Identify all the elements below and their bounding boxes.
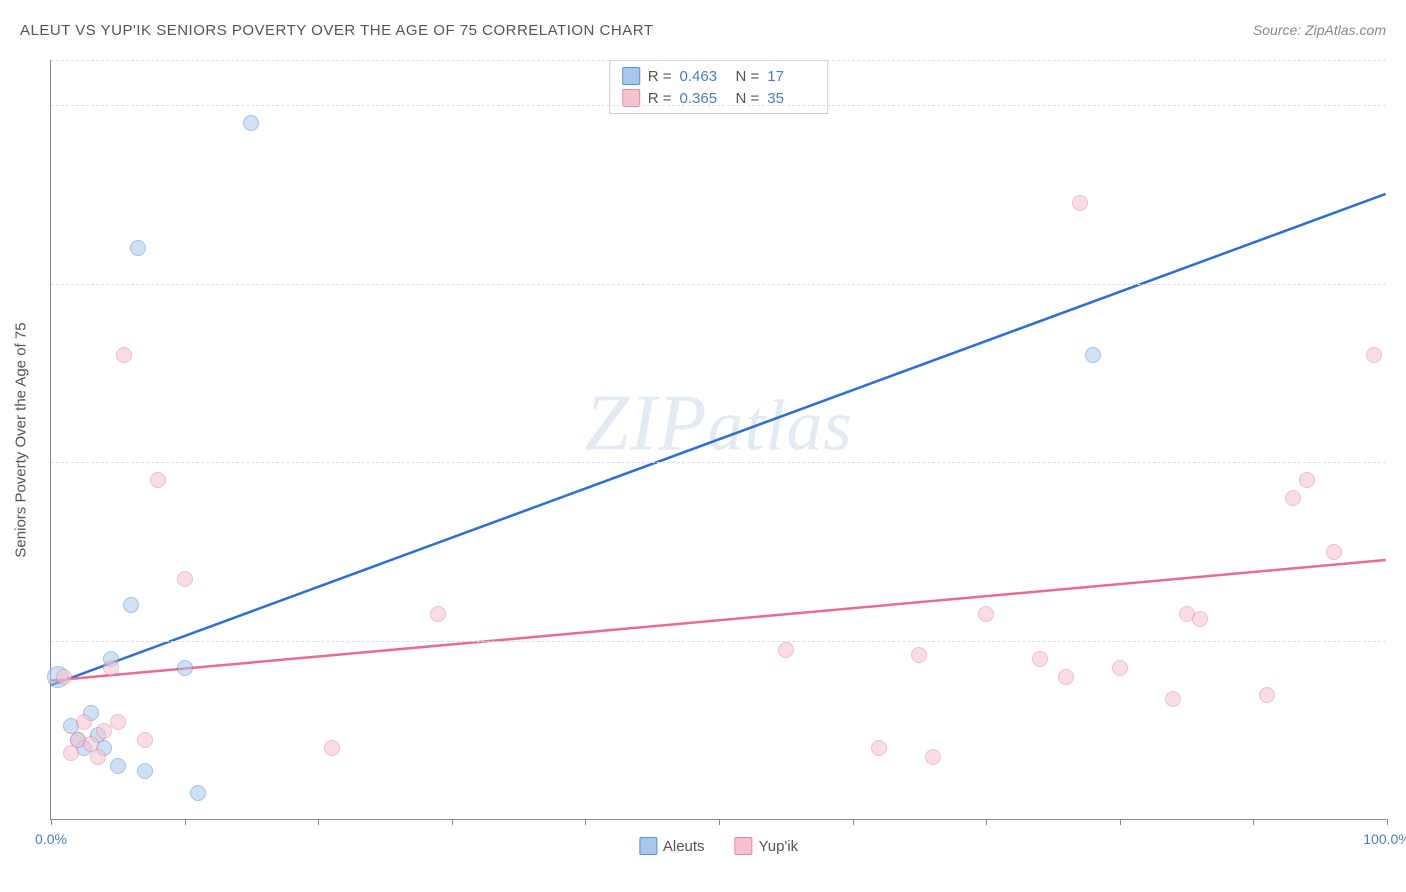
- watermark: ZIPatlas: [584, 379, 852, 470]
- plot-area: Seniors Poverty Over the Age of 75 ZIPat…: [50, 60, 1386, 820]
- grid-line: [51, 60, 1386, 61]
- chart-container: ALEUT VS YUP'IK SENIORS POVERTY OVER THE…: [0, 0, 1406, 892]
- x-tick: [452, 819, 453, 825]
- data-point: [324, 740, 340, 756]
- data-point: [1366, 347, 1382, 363]
- n-value: 17: [767, 68, 815, 85]
- x-tick: [719, 819, 720, 825]
- x-tick: [585, 819, 586, 825]
- grid-line: [51, 105, 1386, 106]
- stats-box: R =0.463N =17R =0.365N =35: [609, 60, 829, 114]
- stats-row: R = 0.463 N = 17: [622, 65, 816, 87]
- n-label: N =: [736, 68, 760, 85]
- x-tick: [1387, 819, 1388, 825]
- data-point: [1299, 472, 1315, 488]
- data-point: [1192, 611, 1208, 627]
- x-tick: [1120, 819, 1121, 825]
- data-point: [871, 740, 887, 756]
- data-point: [177, 571, 193, 587]
- legend: Aleuts Yup'ik: [639, 837, 798, 855]
- data-point: [1259, 687, 1275, 703]
- data-point: [90, 749, 106, 765]
- x-tick-label: 100.0%: [1363, 831, 1406, 847]
- data-point: [430, 606, 446, 622]
- trend-lines: [51, 60, 1386, 819]
- data-point: [110, 714, 126, 730]
- y-tick-label: 40.0%: [1396, 454, 1406, 470]
- data-point: [130, 240, 146, 256]
- data-point: [911, 647, 927, 663]
- legend-item: Aleuts: [639, 837, 705, 855]
- r-value: 0.463: [680, 68, 728, 85]
- grid-line: [51, 641, 1386, 642]
- data-point: [925, 749, 941, 765]
- data-point: [1326, 544, 1342, 560]
- data-point: [56, 669, 72, 685]
- x-tick: [986, 819, 987, 825]
- data-point: [1085, 347, 1101, 363]
- data-point: [978, 606, 994, 622]
- data-point: [190, 785, 206, 801]
- x-tick: [853, 819, 854, 825]
- x-tick: [51, 819, 52, 825]
- data-point: [1072, 195, 1088, 211]
- data-point: [123, 597, 139, 613]
- source-credit: Source: ZipAtlas.com: [1253, 22, 1386, 38]
- y-tick-label: 80.0%: [1396, 97, 1406, 113]
- legend-swatch: [639, 837, 657, 855]
- legend-item: Yup'ik: [735, 837, 799, 855]
- legend-label: Aleuts: [663, 838, 705, 855]
- grid-line: [51, 284, 1386, 285]
- data-point: [1285, 490, 1301, 506]
- data-point: [778, 642, 794, 658]
- source-label: Source:: [1253, 22, 1301, 38]
- data-point: [150, 472, 166, 488]
- r-label: R =: [648, 68, 672, 85]
- y-tick-label: 60.0%: [1396, 276, 1406, 292]
- x-tick: [185, 819, 186, 825]
- data-point: [110, 758, 126, 774]
- data-point: [1032, 651, 1048, 667]
- source-name: ZipAtlas.com: [1305, 22, 1386, 38]
- chart-title: ALEUT VS YUP'IK SENIORS POVERTY OVER THE…: [20, 22, 653, 39]
- y-tick-label: 20.0%: [1396, 633, 1406, 649]
- x-tick-label: 0.0%: [35, 831, 67, 847]
- data-point: [116, 347, 132, 363]
- data-point: [1058, 669, 1074, 685]
- grid-line: [51, 462, 1386, 463]
- legend-swatch: [622, 67, 640, 85]
- x-tick: [1253, 819, 1254, 825]
- data-point: [1112, 660, 1128, 676]
- data-point: [137, 763, 153, 779]
- data-point: [243, 115, 259, 131]
- data-point: [76, 714, 92, 730]
- legend-swatch: [735, 837, 753, 855]
- data-point: [103, 660, 119, 676]
- legend-label: Yup'ik: [759, 838, 799, 855]
- data-point: [177, 660, 193, 676]
- data-point: [1165, 691, 1181, 707]
- y-axis-label: Seniors Poverty Over the Age of 75: [13, 322, 30, 557]
- data-point: [137, 732, 153, 748]
- x-tick: [318, 819, 319, 825]
